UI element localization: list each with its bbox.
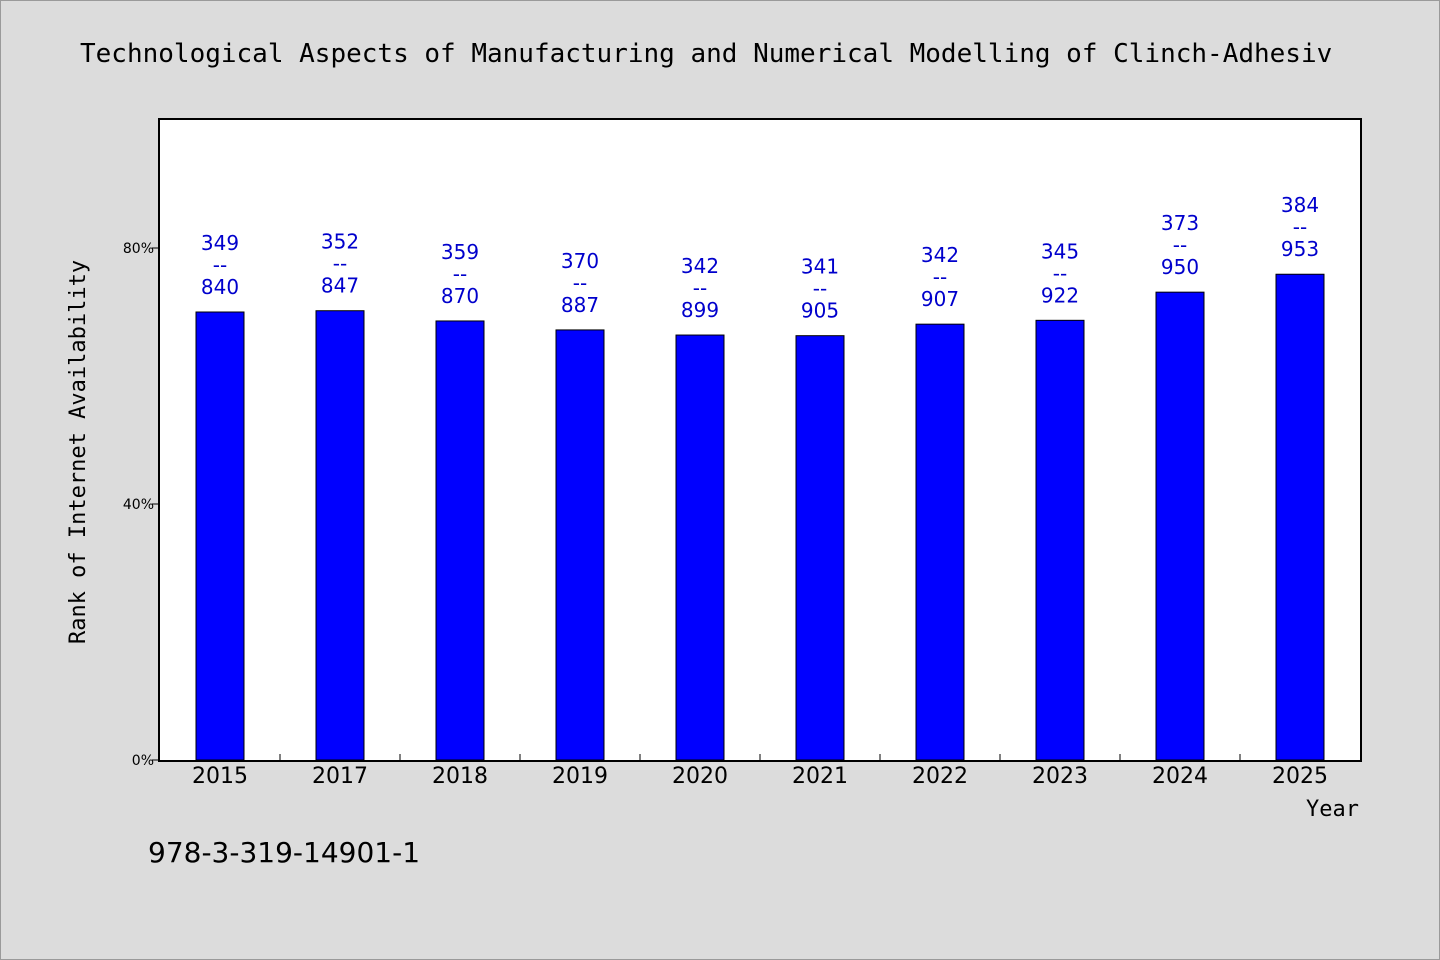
data-label-2017-bottom: 847	[321, 274, 359, 298]
y-axis-ticks: 0% 40% 80%	[123, 241, 160, 769]
y-tick-label: 80%	[123, 241, 154, 257]
data-label-2023-top: 345	[1041, 239, 1079, 263]
bar-2015	[195, 311, 245, 761]
data-label-2021-sep: --	[813, 277, 827, 301]
y-tick-label: 40%	[123, 497, 154, 513]
bars-group	[195, 273, 1325, 761]
data-label-2018-sep: --	[453, 262, 467, 286]
data-label-2019-top: 370	[561, 249, 599, 273]
data-label-2022-sep: --	[933, 265, 947, 289]
bar-2025	[1275, 273, 1325, 761]
data-label-2025-top: 384	[1281, 193, 1319, 217]
x-tick-label-2025: 2025	[1272, 764, 1328, 789]
data-label-2025-sep: --	[1293, 215, 1307, 239]
x-axis-ticks: 2015 2017 2018 2019 2020 2021 2022 2023 2024 2025	[192, 754, 1328, 789]
bar-2017	[315, 310, 365, 761]
x-tick-label-2020: 2020	[672, 764, 728, 789]
x-tick-label-2022: 2022	[912, 764, 968, 789]
y-tick-label: 0%	[132, 753, 154, 769]
x-tick-label-2023: 2023	[1032, 764, 1088, 789]
data-label-2019-sep: --	[573, 271, 587, 295]
data-label-2020-top: 342	[681, 254, 719, 278]
bar-2022	[915, 323, 965, 761]
bar-2024	[1155, 291, 1205, 761]
data-label-2024-bottom: 950	[1161, 255, 1199, 279]
y-axis-label: Rank of Internet Availability	[66, 260, 91, 644]
data-label-2021-top: 341	[801, 255, 839, 279]
bar-2018	[435, 320, 485, 761]
footnote-isbn: 978-3-319-14901-1	[148, 836, 420, 869]
data-label-2022-top: 342	[921, 243, 959, 267]
data-label-2020-bottom: 899	[681, 298, 719, 322]
data-label-2024-top: 373	[1161, 211, 1199, 235]
x-tick-label-2019: 2019	[552, 764, 608, 789]
bar-2020	[675, 334, 725, 761]
data-label-2021-bottom: 905	[801, 299, 839, 323]
bar-2023	[1035, 319, 1085, 761]
data-label-2015-top: 349	[201, 231, 239, 255]
data-label-2015-sep: --	[213, 253, 227, 277]
chart-title: Technological Aspects of Manufacturing a…	[80, 39, 1332, 69]
data-label-2022-bottom: 907	[921, 287, 959, 311]
data-label-2024-sep: --	[1173, 233, 1187, 257]
data-label-2019-bottom: 887	[561, 293, 599, 317]
x-tick-label-2018: 2018	[432, 764, 488, 789]
data-label-2017-sep: --	[333, 252, 347, 276]
data-labels-group: 349--840352--847359--870370--887342--899…	[201, 193, 1319, 322]
data-label-2023-sep: --	[1053, 261, 1067, 285]
data-label-2023-bottom: 922	[1041, 283, 1079, 307]
bar-2019	[555, 329, 605, 761]
bar-2021	[795, 335, 845, 761]
x-tick-label-2021: 2021	[792, 764, 848, 789]
x-tick-label-2017: 2017	[312, 764, 368, 789]
data-label-2017-top: 352	[321, 230, 359, 254]
data-label-2020-sep: --	[693, 276, 707, 300]
x-tick-label-2024: 2024	[1152, 764, 1208, 789]
x-axis-label: Year	[1306, 797, 1359, 822]
data-label-2018-top: 359	[441, 240, 479, 264]
data-label-2018-bottom: 870	[441, 284, 479, 308]
x-tick-label-2015: 2015	[192, 764, 248, 789]
data-label-2025-bottom: 953	[1281, 237, 1319, 261]
data-label-2015-bottom: 840	[201, 275, 239, 299]
